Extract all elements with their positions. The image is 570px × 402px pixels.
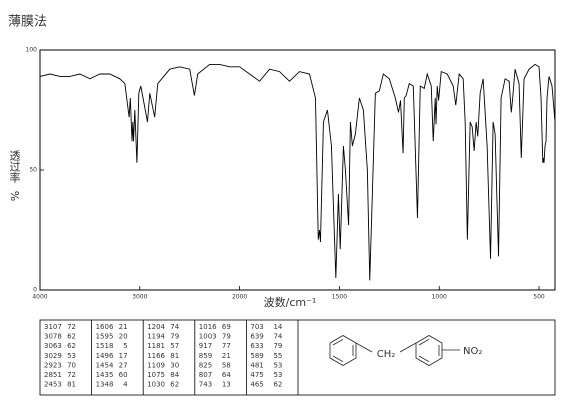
peak-wavenumber: 1204 [147,323,165,331]
peak-wavenumber: 1454 [96,361,114,369]
peak-wavenumber: 2851 [44,371,62,379]
spectrum-line [39,63,556,281]
peak-wavenumber: 703 [250,323,263,331]
peak-wavenumber: 1030 [147,381,165,389]
y-tick-label: 50 [29,167,37,174]
peak-transmittance: 64 [222,371,231,379]
peak-transmittance: 81 [67,381,76,389]
bond [355,342,373,353]
plot-frame [39,49,556,291]
x-tick-label: 2000 [232,294,247,301]
peak-wavenumber: 589 [250,352,263,360]
peak-wavenumber: 807 [199,371,212,379]
peak-wavenumber: 917 [199,342,212,350]
peak-transmittance: 79 [273,342,282,350]
peak-transmittance: 79 [222,333,231,341]
peak-transmittance: 14 [273,323,282,331]
peak-wavenumber: 1348 [96,381,114,389]
method-title: 薄膜法 [8,15,47,30]
y-tick-label: 100 [26,47,38,54]
ring-bond [418,355,430,363]
x-tick-label: 3000 [132,294,147,301]
peak-wavenumber: 3063 [44,342,62,350]
peak-wavenumber: 1435 [96,371,114,379]
peak-wavenumber: 475 [250,371,263,379]
peak-transmittance: 53 [67,352,76,360]
structure-label: NO₂ [463,346,482,357]
x-axis-label: 波数/cm⁻¹ [264,296,317,309]
peak-wavenumber: 1181 [147,342,165,350]
peak-transmittance: 4 [123,381,128,389]
peak-transmittance: 21 [222,352,231,360]
peak-wavenumber: 859 [199,352,212,360]
x-tick-label: 4000 [32,294,47,301]
peak-transmittance: 62 [67,333,76,341]
peak-wavenumber: 1075 [147,371,165,379]
peak-transmittance: 30 [170,361,179,369]
peak-wavenumber: 743 [199,381,212,389]
peak-wavenumber: 3029 [44,352,62,360]
x-tick-label: 1500 [332,294,347,301]
peak-transmittance: 5 [123,342,127,350]
peak-wavenumber: 3078 [44,333,62,341]
peak-wavenumber: 825 [199,361,212,369]
benzene-ring [415,335,443,366]
peak-wavenumber: 3107 [44,323,62,331]
benzene-ring [329,335,357,366]
y-axis-unit: % [8,191,21,201]
peak-transmittance: 20 [119,333,128,341]
table-frame [39,319,556,396]
peak-transmittance: 74 [170,323,179,331]
y-axis-label: 透过率 [8,150,21,184]
peak-wavenumber: 1496 [96,352,114,360]
peak-transmittance: 13 [222,381,231,389]
peak-transmittance: 62 [273,381,282,389]
ring-bond [332,338,344,346]
peak-transmittance: 70 [67,361,76,369]
x-tick-label: 1000 [432,294,447,301]
ring-bond [418,338,430,346]
peak-transmittance: 72 [67,323,76,331]
peak-transmittance: 57 [170,342,179,350]
peak-wavenumber: 1518 [96,342,114,350]
peak-wavenumber: 481 [250,361,263,369]
peak-transmittance: 21 [119,323,128,331]
peak-wavenumber: 639 [250,333,263,341]
peak-wavenumber: 1109 [147,361,165,369]
peak-transmittance: 62 [170,381,179,389]
peak-transmittance: 60 [119,371,128,379]
peak-transmittance: 72 [67,371,76,379]
ring-bond [332,355,344,363]
peak-wavenumber: 465 [250,381,263,389]
peak-transmittance: 79 [170,333,179,341]
y-tick-label: 0 [33,287,37,294]
peak-wavenumber: 1595 [96,333,114,341]
peak-transmittance: 62 [67,342,76,350]
peak-transmittance: 84 [170,371,179,379]
peak-wavenumber: 633 [250,342,263,350]
peak-transmittance: 55 [273,352,282,360]
peak-wavenumber: 1003 [199,333,217,341]
structure-label: CH₂ [377,349,396,360]
peak-wavenumber: 2453 [44,381,62,389]
peak-transmittance: 69 [222,323,231,331]
peak-wavenumber: 1606 [96,323,114,331]
x-tick-label: 500 [533,294,545,301]
structure [329,335,460,366]
peak-wavenumber: 1016 [199,323,217,331]
bond [399,342,417,353]
peak-transmittance: 53 [273,371,282,379]
peak-wavenumber: 2923 [44,361,62,369]
peak-transmittance: 27 [119,361,128,369]
peak-transmittance: 77 [222,342,231,350]
peak-transmittance: 81 [170,352,179,360]
peak-transmittance: 17 [119,352,128,360]
peak-wavenumber: 1194 [147,333,165,341]
peak-transmittance: 74 [273,333,282,341]
peak-transmittance: 53 [273,361,282,369]
peak-wavenumber: 1166 [147,352,165,360]
peak-transmittance: 58 [222,361,231,369]
